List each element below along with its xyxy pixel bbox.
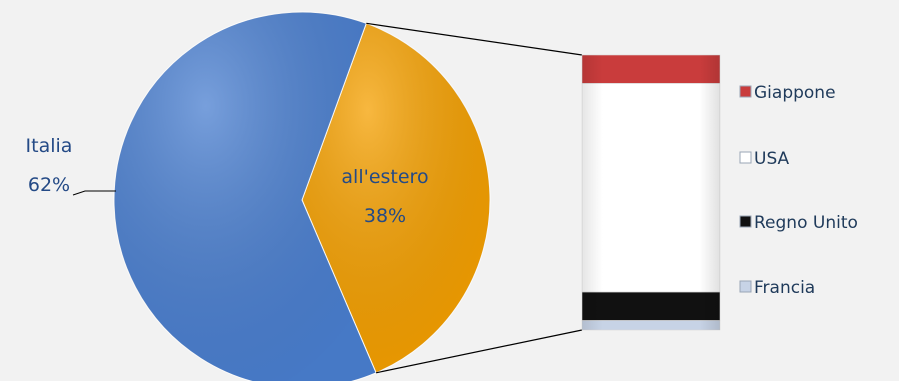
bar-shading (582, 55, 720, 330)
legend: Giappone USA Regno Unito Francia (739, 83, 858, 298)
pie-slice-shading-all-estero (302, 23, 490, 373)
slice-label-estero-percent: 38% (364, 205, 406, 227)
italia-leader-line (72, 190, 116, 196)
connector-line-top (366, 22, 583, 56)
legend-swatch-usa (739, 151, 752, 164)
pie-slice-shading-italia (113, 12, 377, 381)
legend-label-francia: Francia (754, 278, 815, 298)
slice-label-estero-name: all'estero (341, 166, 428, 188)
legend-swatch-francia (739, 280, 752, 293)
slice-labels: Italia 62% all'estero 38% (26, 135, 429, 227)
legend-swatch-giappone (739, 85, 752, 98)
slice-label-italia-name: Italia (26, 135, 73, 157)
breakdown-bar (581, 54, 721, 331)
legend-label-giappone: Giappone (754, 83, 836, 103)
slice-label-italia-percent: 62% (28, 174, 70, 196)
legend-label-usa: USA (754, 149, 790, 169)
pie (113, 11, 491, 381)
breakdown-connectors (366, 22, 583, 374)
legend-label-regno-unito: Regno Unito (754, 213, 858, 233)
legend-swatch-regno-unito (739, 215, 752, 228)
connector-line-bottom (375, 329, 583, 374)
